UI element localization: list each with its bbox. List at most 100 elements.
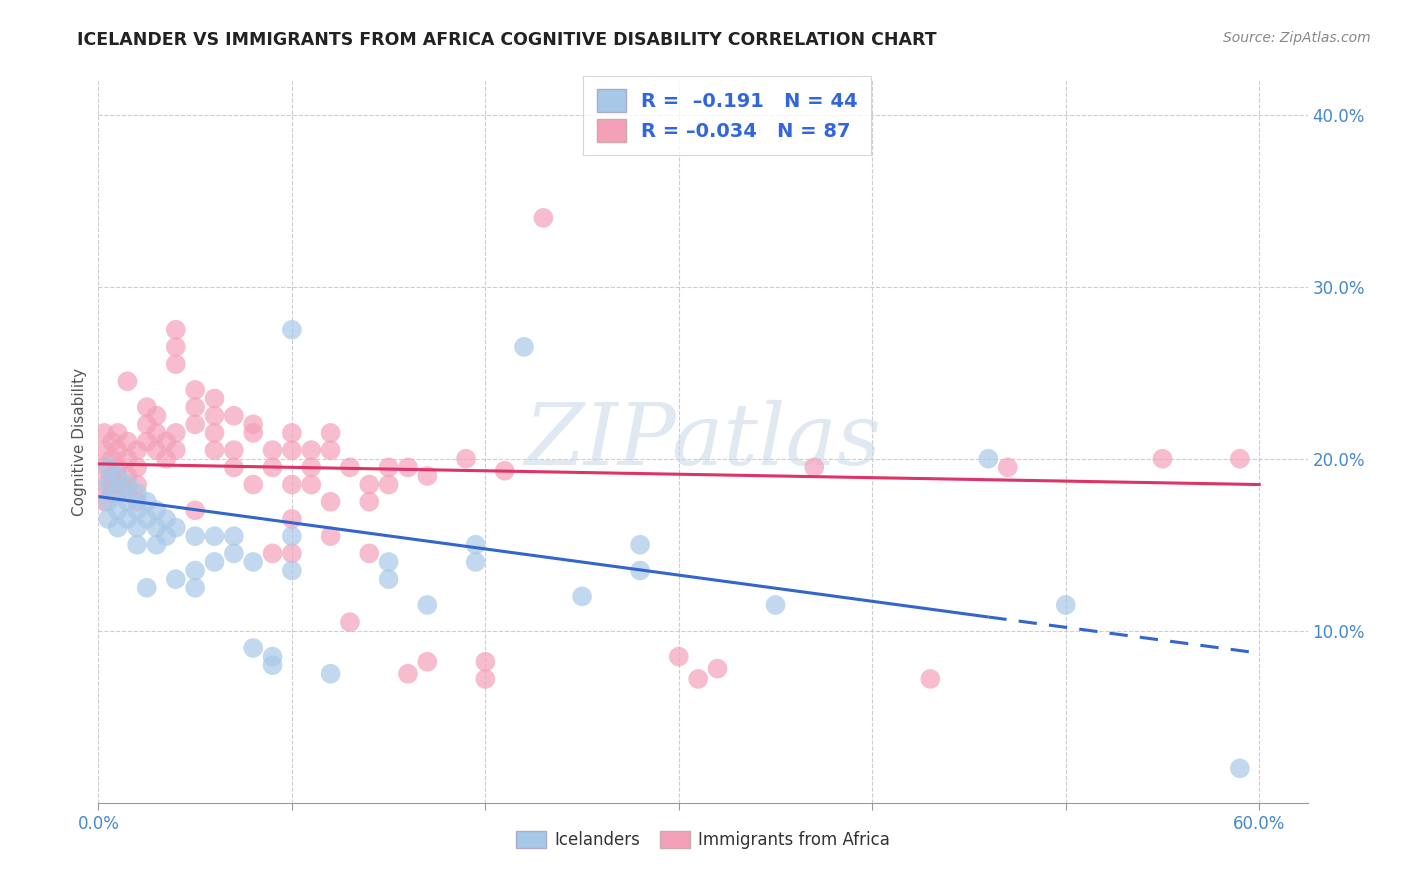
Point <box>204 529 226 543</box>
Point <box>127 520 149 534</box>
Point <box>135 494 157 508</box>
Point <box>765 598 787 612</box>
Point <box>127 443 149 458</box>
Point <box>1229 761 1251 775</box>
Point <box>319 529 342 543</box>
Point <box>1229 451 1251 466</box>
Point <box>145 503 167 517</box>
Point <box>107 460 129 475</box>
Point <box>93 443 115 458</box>
Point <box>117 512 139 526</box>
Point <box>454 451 477 466</box>
Point <box>997 460 1019 475</box>
Point <box>127 477 149 491</box>
Point <box>155 529 177 543</box>
Point <box>339 460 361 475</box>
Point <box>359 546 381 560</box>
Point <box>242 425 264 440</box>
Point <box>281 546 304 560</box>
Point <box>262 649 284 664</box>
Text: ICELANDER VS IMMIGRANTS FROM AFRICA COGNITIVE DISABILITY CORRELATION CHART: ICELANDER VS IMMIGRANTS FROM AFRICA COGN… <box>77 31 936 49</box>
Point <box>416 598 439 612</box>
Point <box>135 400 157 414</box>
Point <box>135 434 157 449</box>
Point <box>513 340 536 354</box>
Point <box>319 494 342 508</box>
Point <box>319 443 342 458</box>
Point <box>204 409 226 423</box>
Point <box>117 469 139 483</box>
Point <box>135 417 157 432</box>
Point <box>107 443 129 458</box>
Point <box>319 666 342 681</box>
Point <box>107 477 129 491</box>
Point <box>165 340 187 354</box>
Point <box>127 460 149 475</box>
Point <box>204 392 226 406</box>
Point <box>155 512 177 526</box>
Point <box>688 672 710 686</box>
Point <box>101 451 124 466</box>
Point <box>145 425 167 440</box>
Point <box>262 443 284 458</box>
Point <box>377 477 399 491</box>
Point <box>117 451 139 466</box>
Text: Source: ZipAtlas.com: Source: ZipAtlas.com <box>1223 31 1371 45</box>
Point <box>262 460 284 475</box>
Point <box>204 555 226 569</box>
Point <box>184 529 207 543</box>
Point <box>204 425 226 440</box>
Point <box>127 538 149 552</box>
Point <box>117 375 139 389</box>
Point <box>359 494 381 508</box>
Point <box>127 486 149 500</box>
Point <box>531 211 554 225</box>
Point <box>145 409 167 423</box>
Point <box>135 581 157 595</box>
Point <box>97 512 120 526</box>
Point <box>145 443 167 458</box>
Point <box>184 383 207 397</box>
Point <box>97 477 120 491</box>
Point <box>281 323 304 337</box>
Point <box>107 486 129 500</box>
Point <box>145 538 167 552</box>
Point <box>107 469 129 483</box>
Y-axis label: Cognitive Disability: Cognitive Disability <box>72 368 87 516</box>
Point <box>416 469 439 483</box>
Point <box>93 460 115 475</box>
Point <box>127 503 149 517</box>
Point <box>117 477 139 491</box>
Point <box>93 425 115 440</box>
Point <box>165 323 187 337</box>
Point <box>571 590 593 604</box>
Point <box>127 494 149 508</box>
Point <box>184 564 207 578</box>
Point <box>107 520 129 534</box>
Point <box>222 443 245 458</box>
Point <box>242 417 264 432</box>
Point <box>474 655 496 669</box>
Point <box>242 640 264 655</box>
Point <box>262 546 284 560</box>
Point <box>184 417 207 432</box>
Point <box>107 503 129 517</box>
Point <box>222 460 245 475</box>
Point <box>628 538 651 552</box>
Point <box>242 477 264 491</box>
Point <box>803 460 825 475</box>
Point <box>464 555 486 569</box>
Point <box>165 425 187 440</box>
Point <box>628 564 651 578</box>
Point <box>222 529 245 543</box>
Point <box>117 494 139 508</box>
Point <box>107 425 129 440</box>
Point <box>155 434 177 449</box>
Point <box>135 512 157 526</box>
Point <box>299 460 322 475</box>
Point <box>299 443 322 458</box>
Point <box>97 460 120 475</box>
Point <box>281 512 304 526</box>
Point <box>281 443 304 458</box>
Point <box>464 538 486 552</box>
